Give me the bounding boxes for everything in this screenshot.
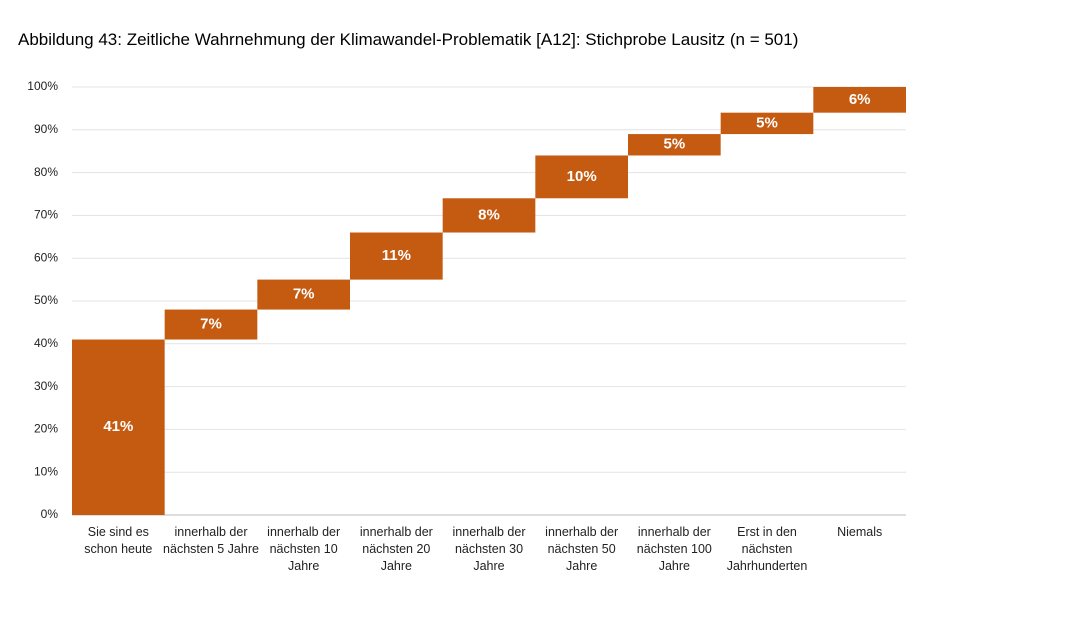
x-tick-label: innerhalb der nächsten 30 Jahre xyxy=(452,525,526,573)
x-tick-label: Erst in den nächsten Jahrhunderten xyxy=(726,525,808,573)
chart-title: Abbildung 43: Zeitliche Wahrnehmung der … xyxy=(18,30,798,49)
y-tick-label: 60% xyxy=(34,250,58,264)
y-tick-label: 30% xyxy=(34,379,58,393)
y-tick-label: 90% xyxy=(34,122,58,136)
x-tick-label: innerhalb der nächsten 20 Jahre xyxy=(359,525,433,573)
bar xyxy=(720,112,814,135)
value-label: 5% xyxy=(663,136,685,153)
bar xyxy=(535,155,628,199)
bar xyxy=(164,309,258,340)
y-tick-label: 20% xyxy=(34,422,58,436)
x-tick-label: Sie sind es schon heute xyxy=(84,525,153,556)
value-label: 8% xyxy=(478,206,500,223)
value-label: 7% xyxy=(200,316,222,333)
y-tick-label: 100% xyxy=(27,79,58,93)
value-label: 41% xyxy=(103,418,133,435)
value-label: 6% xyxy=(849,91,871,108)
bar xyxy=(257,279,350,310)
x-tick-label: innerhalb der nächsten 5 Jahre xyxy=(163,525,259,556)
y-tick-label: 10% xyxy=(34,464,58,478)
bar xyxy=(442,198,536,233)
y-tick-label: 50% xyxy=(34,293,58,307)
value-label: 5% xyxy=(756,114,778,131)
value-label: 11% xyxy=(382,247,411,264)
bar xyxy=(72,339,165,515)
x-tick-label: Niemals xyxy=(837,525,883,539)
bar xyxy=(628,134,721,156)
y-tick-label: 0% xyxy=(41,507,59,521)
y-tick-label: 80% xyxy=(34,165,58,179)
bar xyxy=(350,232,443,280)
value-label: 7% xyxy=(293,286,315,303)
x-tick-label: innerhalb der nächsten 50 Jahre xyxy=(545,525,619,573)
x-tick-label: innerhalb der nächsten 10 Jahre xyxy=(267,525,341,573)
bar xyxy=(813,87,906,113)
y-tick-label: 40% xyxy=(34,336,58,350)
value-label: 10% xyxy=(567,168,597,185)
x-tick-label: innerhalb der nächsten 100 Jahre xyxy=(636,525,712,573)
y-tick-label: 70% xyxy=(34,208,58,222)
